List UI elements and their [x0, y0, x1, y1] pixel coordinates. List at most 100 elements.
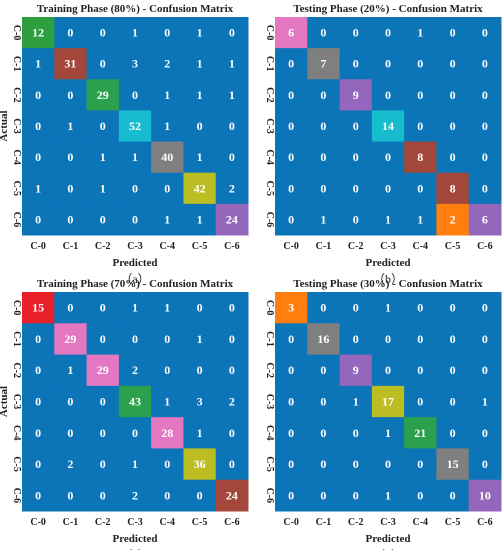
matrix-cell: [54, 17, 88, 49]
cell-value: 0: [385, 150, 391, 164]
matrix-cell: [215, 172, 249, 205]
cell-value: 24: [226, 488, 238, 502]
matrix-cell: [215, 48, 249, 80]
cell-value: 0: [229, 332, 235, 346]
cell-value: 0: [417, 457, 423, 471]
matrix-cell: [54, 110, 88, 143]
cell-value: 0: [385, 457, 391, 471]
matrix-cell: [307, 48, 341, 80]
cell-value: 1: [385, 301, 391, 315]
matrix-cell: [339, 110, 373, 143]
matrix-cell: [22, 172, 55, 205]
matrix-cell: [307, 292, 341, 324]
cell-value: 0: [417, 57, 423, 71]
matrix-cell: [183, 48, 217, 80]
matrix-cell: [151, 172, 184, 205]
matrix-cell: [86, 110, 120, 143]
matrix-cell: [215, 448, 249, 481]
matrix-cell: [307, 354, 341, 387]
matrix-cell: [151, 203, 184, 236]
matrix-cell: [436, 141, 470, 174]
matrix-cell: [183, 203, 217, 236]
matrix-cell: [151, 417, 184, 449]
matrix-cell: [275, 385, 308, 418]
matrix-cell: [151, 110, 184, 143]
matrix-cell: [86, 323, 120, 356]
x-tick-label: C-0: [30, 517, 46, 528]
matrix-cell: [151, 385, 184, 418]
cell-value: 0: [320, 301, 326, 315]
matrix-cell: [118, 354, 152, 387]
cell-value: 1: [385, 426, 391, 440]
matrix-cell: [436, 354, 470, 387]
matrix-cell: [275, 203, 308, 236]
matrix-cell: [22, 79, 55, 111]
cell-value: 1: [164, 212, 170, 226]
cell-value: 21: [414, 426, 426, 440]
cell-value: 1: [132, 26, 138, 40]
matrix-cell: [404, 385, 437, 418]
matrix-cell: [118, 448, 152, 481]
cell-value: 0: [229, 457, 235, 471]
matrix-cell: [468, 323, 502, 356]
x-axis-label: Predicted: [365, 257, 410, 269]
cell-value: 0: [132, 181, 138, 195]
matrix-cell: [275, 323, 308, 356]
matrix-cell: [404, 448, 437, 481]
cell-value: 0: [417, 301, 423, 315]
cell-value: 0: [450, 150, 456, 164]
matrix-cell: [436, 110, 470, 143]
cell-value: 0: [320, 395, 326, 409]
matrix-cell: [371, 323, 405, 356]
cell-value: 0: [197, 301, 203, 315]
cell-value: 17: [382, 395, 394, 409]
y-tick-label: C-0: [264, 25, 275, 41]
matrix-cell: [151, 354, 184, 387]
matrix-cell: [339, 172, 373, 205]
cell-value: 0: [288, 332, 294, 346]
cell-value: 0: [288, 395, 294, 409]
panel-caption: （c）: [120, 548, 149, 550]
matrix-cell: [86, 48, 120, 80]
cell-value: 1: [100, 181, 106, 195]
matrix-cell: [275, 141, 308, 174]
cell-value: 0: [450, 363, 456, 377]
cell-value: 0: [197, 363, 203, 377]
matrix-cell: [215, 479, 249, 512]
matrix-cell: [22, 479, 55, 512]
matrix-cell: [307, 479, 341, 512]
x-axis-label: Predicted: [112, 533, 157, 545]
y-tick-label: C-6: [264, 488, 275, 504]
cell-value: 0: [197, 488, 203, 502]
matrix-cell: [54, 141, 88, 174]
x-tick-label: C-5: [445, 517, 461, 528]
x-tick-label: C-3: [127, 517, 143, 528]
cell-value: 1: [132, 457, 138, 471]
x-axis-label: Predicted: [365, 533, 410, 545]
y-tick-label: C-6: [264, 212, 275, 228]
cell-value: 0: [353, 26, 359, 40]
cell-value: 3: [132, 57, 138, 71]
cell-value: 0: [35, 457, 41, 471]
cell-value: 0: [164, 332, 170, 346]
cell-value: 10: [479, 488, 491, 502]
cell-value: 0: [100, 426, 106, 440]
matrix-cell: [307, 323, 341, 356]
matrix-cell: [118, 79, 152, 111]
matrix-cell: [215, 417, 249, 449]
y-tick-label: C-0: [264, 300, 275, 316]
cell-value: 36: [194, 457, 206, 471]
y-tick-label: C-0: [11, 25, 22, 41]
x-tick-label: C-1: [63, 517, 79, 528]
matrix-cell: [118, 17, 152, 49]
matrix-cell: [183, 385, 217, 418]
cell-value: 0: [385, 181, 391, 195]
matrix-cell: [307, 172, 341, 205]
matrix-panel-c: Training Phase (70%) - Confusion Matrix 1…: [0, 278, 249, 550]
matrix-cell: [371, 79, 405, 111]
matrix-cell: [183, 417, 217, 449]
cell-value: 0: [229, 119, 235, 133]
matrix-cell: [54, 48, 88, 80]
cell-value: 0: [417, 181, 423, 195]
